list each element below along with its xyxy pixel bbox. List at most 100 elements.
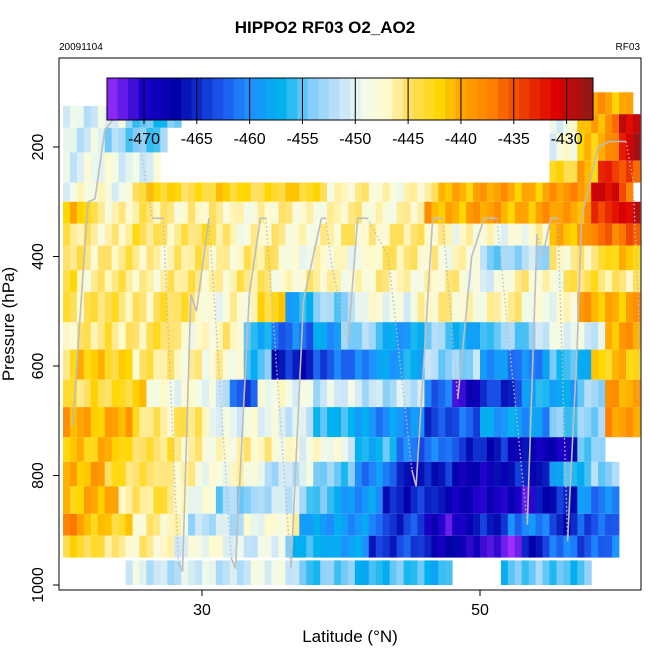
heatmap-cell — [619, 270, 627, 293]
heatmap-cell — [354, 407, 363, 438]
heatmap-cell — [410, 245, 418, 271]
heatmap-cell — [327, 322, 335, 350]
heatmap-cell — [70, 245, 78, 271]
heatmap-cell — [452, 379, 460, 408]
heatmap-cell — [612, 223, 620, 246]
heatmap-cell — [195, 461, 203, 487]
heatmap-cell — [97, 535, 106, 558]
flight-track-segment — [526, 234, 538, 525]
heatmap-cell — [97, 127, 106, 153]
heatmap-cell — [368, 513, 377, 536]
heatmap-cell — [382, 223, 391, 246]
heatmap-cell — [389, 379, 397, 408]
heatmap-cell — [521, 486, 530, 514]
heatmap-cell — [257, 437, 265, 462]
heatmap-cell — [612, 245, 620, 271]
heatmap-cell — [264, 437, 272, 462]
heatmap-cell — [278, 201, 286, 224]
heatmap-cell — [70, 152, 78, 183]
heatmap-cell — [368, 461, 377, 487]
heatmap-cell — [97, 292, 106, 323]
heatmap-cell — [327, 461, 335, 487]
heatmap-cell — [626, 349, 634, 380]
heatmap-cell — [598, 407, 606, 438]
heatmap-cell — [257, 513, 265, 536]
heatmap-cell — [118, 407, 126, 438]
heatmap-cell — [278, 461, 286, 487]
heatmap-cell — [424, 349, 432, 380]
heatmap-cell — [243, 349, 251, 380]
heatmap-cell — [209, 201, 217, 224]
heatmap-cell — [222, 560, 231, 585]
heatmap-cell — [368, 245, 377, 271]
heatmap-cell — [229, 201, 238, 224]
heatmap-cell — [320, 349, 328, 380]
heatmap-cell — [438, 245, 446, 271]
heatmap-cell — [417, 223, 425, 246]
flight-track-segment — [195, 218, 210, 312]
heatmap-cell — [507, 270, 516, 293]
heatmap-cell — [389, 349, 397, 380]
heatmap-cell — [626, 379, 634, 408]
heatmap-cell — [598, 322, 606, 350]
heatmap-cell — [389, 437, 397, 462]
heatmap-cell — [83, 105, 92, 128]
heatmap-cell — [626, 407, 634, 438]
heatmap-cell — [306, 407, 314, 438]
heatmap-cell — [347, 437, 356, 462]
heatmap-cell — [570, 292, 578, 323]
heatmap-cell — [306, 292, 314, 323]
heatmap-cell — [563, 245, 571, 271]
heatmap-cell — [556, 322, 564, 350]
heatmap-cell — [500, 560, 509, 585]
heatmap-cell — [76, 437, 85, 462]
heatmap-cell — [424, 322, 432, 350]
heatmap-cell — [63, 486, 71, 514]
y-tick-label: 400 — [30, 243, 47, 270]
colorbar-band — [413, 78, 425, 120]
flight-track-segment — [290, 300, 305, 569]
heatmap-cell — [327, 407, 335, 438]
heatmap-cell — [327, 513, 335, 536]
heatmap-cell — [591, 292, 599, 323]
heatmap-cell — [257, 182, 265, 202]
heatmap-cell — [556, 513, 564, 536]
heatmap-cell — [347, 379, 356, 408]
heatmap-cell — [354, 379, 363, 408]
heatmap-cell — [174, 513, 182, 536]
heatmap-cell — [619, 223, 627, 246]
heatmap-cell — [535, 560, 543, 585]
heatmap-cell — [459, 535, 467, 558]
heatmap-cell — [341, 461, 349, 487]
heatmap-cell — [104, 292, 113, 323]
heatmap-cell — [264, 407, 272, 438]
heatmap-cell — [243, 560, 251, 585]
heatmap-cell — [250, 437, 259, 462]
heatmap-cell — [368, 535, 377, 558]
heatmap-cell — [285, 560, 293, 585]
heatmap-cell — [229, 223, 238, 246]
heatmap-cell — [563, 513, 571, 536]
heatmap-cell — [403, 379, 411, 408]
heatmap-cell — [591, 379, 599, 408]
heatmap-cell — [619, 160, 627, 183]
colorbar-band — [371, 78, 383, 120]
heatmap-cell — [431, 560, 439, 585]
heatmap-cell — [500, 223, 509, 246]
heatmap-cell — [528, 437, 536, 462]
heatmap-cell — [438, 513, 446, 536]
heatmap-cell — [410, 461, 418, 487]
heatmap-cell — [459, 182, 467, 202]
heatmap-cell — [70, 292, 78, 323]
heatmap-cell — [549, 535, 557, 558]
heatmap-cell — [347, 292, 356, 323]
heatmap-cell — [90, 513, 99, 536]
heatmap-cell — [188, 322, 196, 350]
heatmap-cell — [146, 292, 154, 323]
heatmap-cell — [424, 223, 432, 246]
heatmap-cell — [403, 182, 411, 202]
heatmap-cell — [417, 292, 425, 323]
heatmap-cell — [250, 322, 259, 350]
heatmap-cell — [320, 437, 328, 462]
heatmap-cell — [83, 407, 92, 438]
